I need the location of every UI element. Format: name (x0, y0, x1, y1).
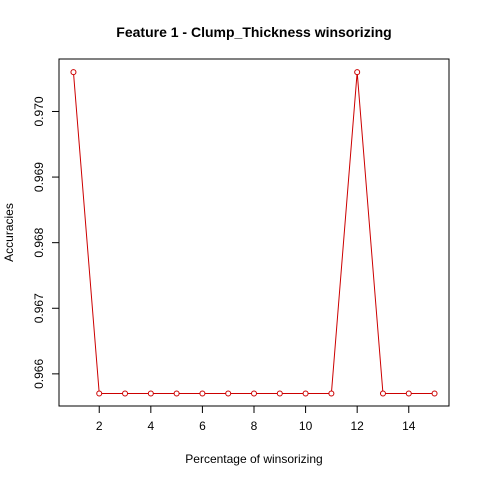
y-tick-label: 0.967 (32, 293, 46, 323)
series-layer (70, 69, 438, 397)
data-point (379, 390, 386, 397)
y-axis: 0.966 0.967 0.968 0.969 0.970 (32, 96, 60, 389)
data-point (302, 390, 309, 397)
data-point (276, 390, 283, 397)
x-tick-label: 8 (251, 419, 258, 433)
x-tick-label: 6 (199, 419, 206, 433)
data-point (96, 390, 103, 397)
plot-frame (58, 58, 450, 407)
data-point (405, 390, 412, 397)
x-tick-label: 12 (350, 419, 364, 433)
x-tick-label: 2 (96, 419, 103, 433)
x-tick-label: 14 (402, 419, 416, 433)
data-point (251, 390, 257, 397)
x-axis: 2 4 6 8 10 12 14 (96, 405, 416, 433)
data-point (225, 390, 232, 397)
x-tick-label: 10 (299, 419, 313, 433)
data-point (354, 69, 361, 76)
data-point (328, 390, 335, 397)
data-point (122, 390, 129, 397)
y-tick-label: 0.969 (32, 162, 46, 192)
data-point (199, 390, 206, 397)
series-line (72, 72, 435, 395)
data-point (431, 390, 438, 397)
x-tick-label: 4 (147, 419, 154, 433)
y-tick-label: 0.968 (32, 227, 46, 257)
y-axis-label: Accuracies (2, 203, 16, 262)
x-axis-label: Percentage of winsorizing (185, 452, 322, 466)
data-point (70, 69, 77, 76)
chart-title: Feature 1 - Clump_Thickness winsorizing (116, 24, 391, 40)
data-point (147, 390, 154, 397)
data-point (173, 390, 180, 397)
y-tick-label: 0.966 (32, 359, 46, 389)
y-tick-label: 0.970 (32, 96, 46, 126)
